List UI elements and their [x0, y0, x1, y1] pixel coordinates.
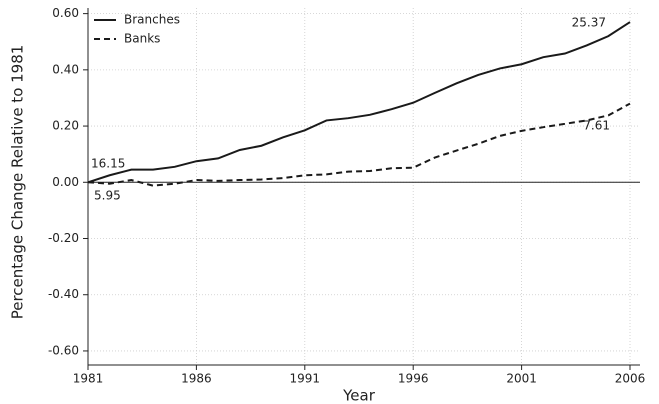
y-tick-label: 0.60 — [52, 6, 79, 20]
y-axis-title: Percentage Change Relative to 1981 — [9, 45, 27, 320]
x-tick-label: 2006 — [615, 372, 646, 386]
x-tick-label: 1996 — [398, 372, 429, 386]
x-tick-label: 1986 — [181, 372, 212, 386]
legend-label: Banks — [124, 32, 160, 46]
x-tick-label: 1981 — [73, 372, 104, 386]
x-axis-title: Year — [342, 387, 376, 404]
y-tick-label: -0.60 — [48, 343, 79, 357]
series-line — [87, 102, 631, 187]
y-tick-label: 0.40 — [52, 62, 79, 76]
y-tick-label: -0.40 — [48, 287, 79, 301]
x-tick-label: 1991 — [290, 372, 321, 386]
annotation: 5.95 — [94, 189, 121, 203]
annotation: 16.15 — [91, 157, 125, 171]
y-tick-label: 0.00 — [52, 175, 79, 189]
legend-label: Branches — [124, 13, 180, 27]
y-tick-label: 0.20 — [52, 119, 79, 133]
annotation: 7.61 — [583, 119, 610, 133]
annotation: 25.37 — [572, 16, 606, 30]
y-tick-label: -0.20 — [48, 231, 79, 245]
series-line — [87, 21, 631, 184]
x-tick-label: 2001 — [506, 372, 537, 386]
